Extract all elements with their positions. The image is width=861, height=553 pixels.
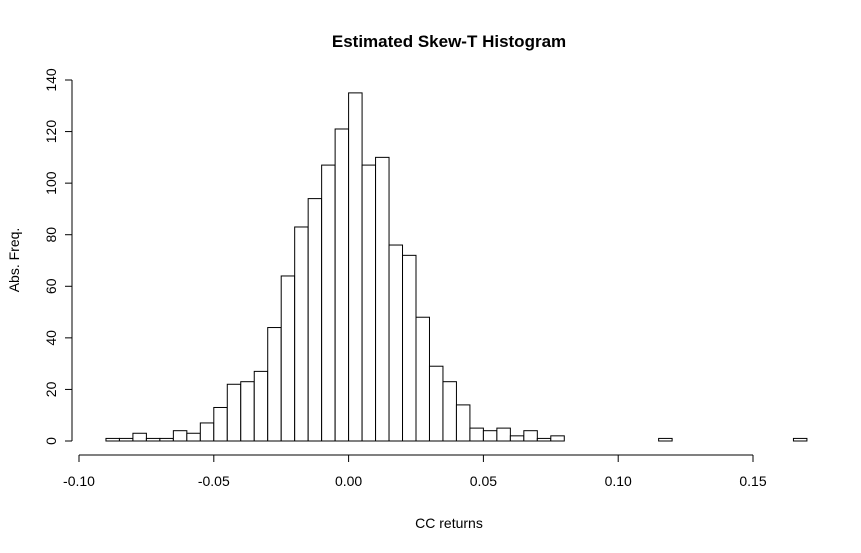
histogram-bar xyxy=(334,128,350,442)
histogram-bar xyxy=(792,437,808,442)
histogram-bar xyxy=(307,198,323,442)
histogram-bar xyxy=(550,435,565,442)
histogram-bar xyxy=(375,156,390,442)
x-axis-label: CC returns xyxy=(415,515,483,531)
y-tick-label: 40 xyxy=(43,330,59,346)
y-tick-label: 120 xyxy=(43,120,59,144)
histogram-bar xyxy=(482,430,498,442)
x-tick-label: -0.10 xyxy=(63,473,95,489)
histogram-bar xyxy=(536,437,552,442)
chart-title: Estimated Skew-T Histogram xyxy=(332,32,566,51)
x-tick-label: 0.00 xyxy=(335,473,362,489)
histogram-bar xyxy=(226,383,242,442)
histogram-bar xyxy=(267,327,282,442)
histogram-bar xyxy=(658,437,673,442)
y-tick-label: 80 xyxy=(43,227,59,243)
histogram-bar xyxy=(105,437,120,442)
y-tick-label: 140 xyxy=(43,68,59,92)
histogram-bar xyxy=(496,427,511,442)
y-tick-label: 100 xyxy=(43,171,59,195)
histogram-bar xyxy=(361,164,377,442)
histogram-bar xyxy=(294,226,309,442)
histogram-bar xyxy=(415,316,430,442)
x-tick-label: -0.05 xyxy=(198,473,230,489)
histogram-bar xyxy=(118,437,134,442)
histogram-bar xyxy=(348,92,363,442)
y-tick-label: 60 xyxy=(43,278,59,294)
histogram-bar xyxy=(523,430,538,442)
y-axis: 0 20 40 60 80 100 120 140 xyxy=(43,68,73,445)
histogram-bar xyxy=(240,381,255,442)
histogram-bar xyxy=(402,254,417,442)
histogram-bar xyxy=(321,164,336,442)
histogram-bar xyxy=(428,365,444,442)
histogram-bar xyxy=(213,406,228,442)
histogram-bar xyxy=(280,275,296,442)
histogram-bar xyxy=(159,437,174,442)
histogram-bar xyxy=(145,437,161,442)
x-tick-label: 0.10 xyxy=(605,473,632,489)
histogram-bar xyxy=(442,381,457,442)
y-axis-label: Abs. Freq. xyxy=(6,228,22,293)
histogram-bar xyxy=(455,404,471,442)
histogram-bars xyxy=(105,92,808,442)
x-axis: -0.10 -0.05 0.00 0.05 0.10 0.15 xyxy=(63,454,767,489)
histogram-bar xyxy=(509,435,525,442)
histogram-bar xyxy=(469,427,484,442)
histogram-bar xyxy=(253,370,269,442)
histogram-bar xyxy=(172,430,188,442)
y-tick-label: 0 xyxy=(43,437,59,445)
x-tick-label: 0.15 xyxy=(739,473,766,489)
histogram-bar xyxy=(186,432,201,442)
histogram-bar xyxy=(132,432,147,442)
histogram-bar xyxy=(199,422,215,442)
histogram-bar xyxy=(388,244,404,442)
y-tick-label: 20 xyxy=(43,381,59,397)
x-tick-label: 0.05 xyxy=(470,473,497,489)
